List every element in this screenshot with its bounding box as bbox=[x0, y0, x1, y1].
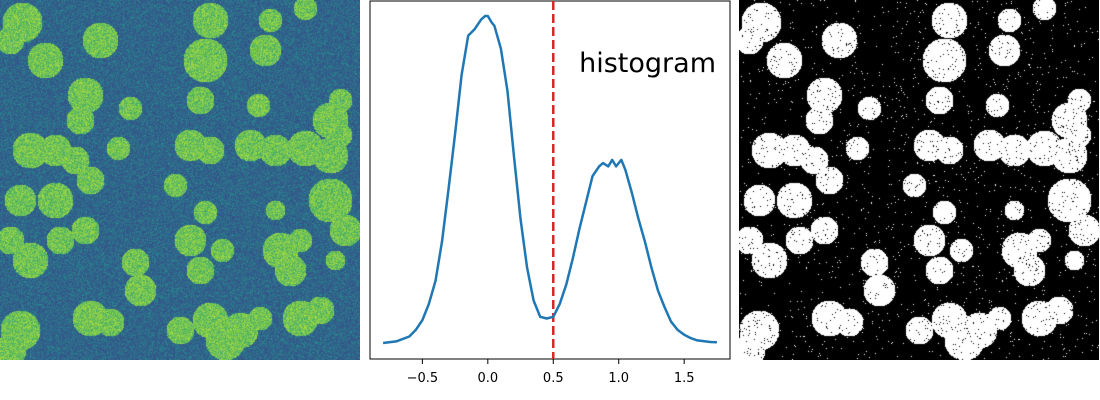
x-tick-label: 1.0 bbox=[608, 371, 629, 386]
noisy-image bbox=[0, 0, 360, 360]
plot-frame bbox=[369, 0, 731, 360]
histogram-annotation: histogram bbox=[579, 48, 716, 79]
x-tick-label: 0.0 bbox=[477, 371, 498, 386]
noisy-image-panel bbox=[0, 0, 360, 360]
histogram-series-line bbox=[382, 14, 717, 345]
thresholded-image-panel bbox=[739, 0, 1099, 360]
histogram-chart: −0.5 0.0 0.5 1.0 1.5 histogram bbox=[369, 0, 731, 386]
x-tick-label: 1.5 bbox=[674, 371, 695, 386]
x-tick-label: 0.5 bbox=[543, 371, 564, 386]
histogram-panel: −0.5 0.0 0.5 1.0 1.5 histogram bbox=[360, 0, 739, 400]
x-tick-label: −0.5 bbox=[407, 371, 439, 386]
thresholded-image bbox=[739, 0, 1099, 360]
